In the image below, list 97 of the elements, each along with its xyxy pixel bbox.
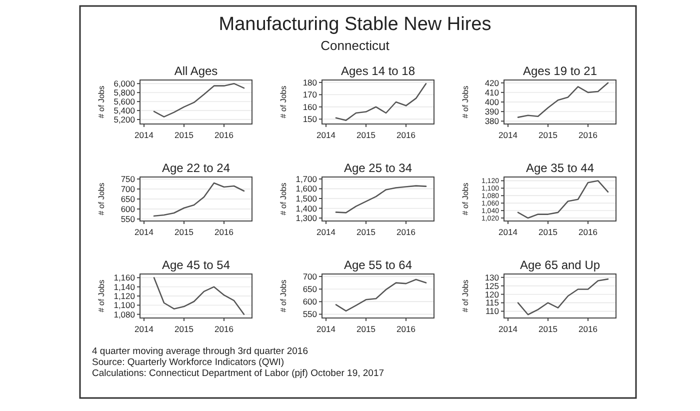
text: Calculations: Connecticut Department of Labor (pjf) October 19, 2017 xyxy=(92,368,384,379)
y-tick-label: 170 xyxy=(302,90,318,100)
x-tick-label: 2015 xyxy=(356,227,376,237)
y-tick-label: 5,800 xyxy=(114,88,136,98)
text: 4 quarter moving average through 3rd quarter 2016 xyxy=(92,346,308,357)
x-tick-label: 2016 xyxy=(396,227,416,237)
y-tick-label: 1,600 xyxy=(296,184,318,194)
y-axis-title: # of Jobs xyxy=(279,86,288,118)
x-tick-label: 2014 xyxy=(134,227,154,237)
y-tick-label: 550 xyxy=(302,309,318,320)
x-tick-label: 2016 xyxy=(396,130,416,140)
y-tick-label: 180 xyxy=(302,77,318,88)
y-tick-label: 600 xyxy=(120,204,136,214)
y-tick-label: 125 xyxy=(484,280,500,291)
chart-title: Age 35 to 44 xyxy=(526,161,594,175)
y-tick-label: 420 xyxy=(484,78,500,88)
x-tick-label: 2016 xyxy=(214,227,234,237)
x-tick-label: 2014 xyxy=(134,324,154,334)
y-tick-label: 1,140 xyxy=(114,282,136,292)
y-tick-label: 6,000 xyxy=(114,78,136,89)
line-series xyxy=(153,82,245,118)
x-tick-label: 2014 xyxy=(134,130,154,140)
x-tick-label: 2015 xyxy=(538,227,558,237)
y-tick-label: 120 xyxy=(484,289,500,300)
chart-title: All Ages xyxy=(174,64,218,78)
y-axis-title: # of Jobs xyxy=(461,182,470,216)
y-tick-label: 115 xyxy=(485,298,500,308)
x-tick-label: 2015 xyxy=(538,130,558,140)
x-tick-label: 2014 xyxy=(498,130,518,140)
y-tick-label: 130 xyxy=(484,272,500,282)
y-axis-title: # of Jobs xyxy=(97,182,106,216)
x-tick-label: 2015 xyxy=(356,130,376,140)
chart-title: Ages 14 to 18 xyxy=(340,64,416,78)
y-tick-label: 600 xyxy=(302,296,318,307)
line-series xyxy=(335,83,427,121)
y-tick-label: 390 xyxy=(484,106,500,117)
line-series xyxy=(517,82,609,118)
y-tick-label: 1,160 xyxy=(114,272,136,283)
x-tick-label: 2015 xyxy=(174,324,194,334)
y-tick-label: 1,100 xyxy=(114,300,136,310)
chart-title: Age 22 to 24 xyxy=(162,161,230,175)
x-tick-label: 2015 xyxy=(538,324,558,334)
y-tick-label: 5,600 xyxy=(114,96,136,107)
y-tick-label: 550 xyxy=(120,214,136,224)
text: Manufacturing Stable New Hires xyxy=(218,14,492,35)
line-series xyxy=(153,277,245,315)
y-tick-label: 160 xyxy=(302,102,318,112)
line-series xyxy=(335,185,427,214)
y-axis-title: # of Jobs xyxy=(461,280,470,312)
line-series xyxy=(335,278,427,312)
y-tick-label: 700 xyxy=(120,184,136,194)
y-axis-title: # of Jobs xyxy=(97,86,106,118)
x-tick-label: 2016 xyxy=(578,227,598,237)
y-tick-label: 380 xyxy=(484,116,500,126)
x-tick-label: 2015 xyxy=(356,324,376,334)
y-tick-label: 410 xyxy=(484,87,500,98)
x-tick-label: 2015 xyxy=(174,227,194,237)
x-tick-label: 2014 xyxy=(316,324,336,334)
chart-title: Age 45 to 54 xyxy=(162,258,230,272)
y-axis-title: # of Jobs xyxy=(279,280,288,312)
y-tick-label: 750 xyxy=(120,174,136,184)
y-tick-label: 400 xyxy=(484,96,500,107)
y-axis-title: # of Jobs xyxy=(279,182,288,216)
y-tick-label: 1,300 xyxy=(296,213,318,224)
y-tick-label: 110 xyxy=(485,306,500,316)
chart-title: Ages 19 to 21 xyxy=(522,64,598,78)
y-tick-label: 650 xyxy=(120,194,136,204)
source-note: Source: Quarterly Workforce Indicators (QWI) xyxy=(92,357,284,368)
y-tick-label: 150 xyxy=(302,114,318,124)
x-tick-label: 2014 xyxy=(498,227,518,237)
chart-title: Age 55 to 64 xyxy=(344,258,412,272)
line-series xyxy=(517,180,609,219)
x-tick-label: 2016 xyxy=(214,130,234,140)
x-tick-label: 2014 xyxy=(316,227,336,237)
y-tick-label: 5,400 xyxy=(114,106,136,116)
line-series xyxy=(517,278,609,316)
y-tick-label: 5,200 xyxy=(114,114,136,124)
y-axis-title: # of Jobs xyxy=(97,280,106,312)
y-tick-label: 650 xyxy=(302,284,318,294)
x-tick-label: 2016 xyxy=(396,324,416,334)
y-axis-title: # of Jobs xyxy=(461,86,470,118)
y-tick-label: 1,500 xyxy=(296,193,318,204)
y-tick-label: 1,700 xyxy=(296,174,318,184)
x-tick-label: 2014 xyxy=(498,324,518,334)
x-tick-label: 2016 xyxy=(578,324,598,334)
x-tick-label: 2016 xyxy=(578,130,598,140)
y-tick-label: 1,120 xyxy=(114,290,136,301)
x-tick-label: 2015 xyxy=(174,130,194,140)
y-tick-label: 700 xyxy=(302,271,318,282)
y-tick-label: 1,080 xyxy=(114,309,136,320)
chart-title: Age 25 to 34 xyxy=(344,161,412,175)
y-tick-label: 1,400 xyxy=(296,203,318,214)
text: Connecticut xyxy=(320,38,390,53)
chart-title: Age 65 and Up xyxy=(520,258,600,272)
line-series xyxy=(153,182,245,217)
x-tick-label: 2016 xyxy=(214,324,234,334)
x-tick-label: 2014 xyxy=(316,130,336,140)
